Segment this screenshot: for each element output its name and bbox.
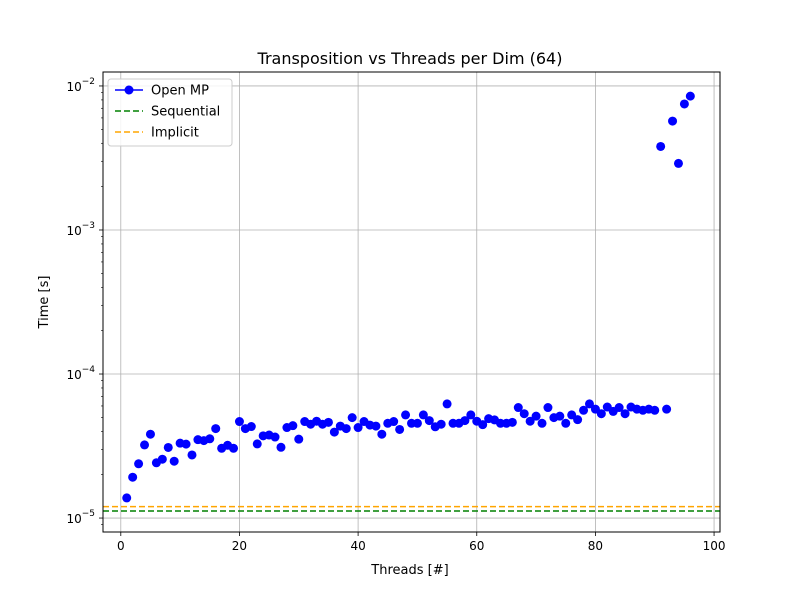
data-point: [579, 405, 589, 415]
y-tick-label-base: 10: [66, 224, 81, 238]
legend-items: Open MP Sequential Implicit: [115, 84, 220, 141]
x-axis-label: Threads [#]: [370, 563, 448, 578]
data-point: [412, 418, 422, 428]
data-point: [353, 423, 363, 433]
y-tick-label-exponent: −2: [82, 77, 95, 87]
data-point: [134, 459, 144, 469]
y-axis-ticks: 10−510−410−310−2: [66, 77, 103, 526]
data-point: [140, 440, 150, 450]
legend-label-open-mp: Open MP: [151, 84, 209, 99]
y-tick-label-exponent: −4: [82, 365, 96, 375]
data-point: [525, 416, 535, 426]
data-point: [234, 417, 244, 427]
data-point: [288, 421, 298, 431]
data-point: [543, 403, 553, 413]
data-point: [685, 91, 695, 101]
data-point: [211, 424, 221, 434]
data-point: [650, 405, 660, 415]
data-point: [252, 439, 262, 449]
y-tick-label-base: 10: [66, 80, 81, 94]
data-point: [294, 434, 304, 444]
data-point: [519, 409, 529, 419]
data-point: [205, 434, 215, 444]
data-point: [466, 410, 476, 420]
legend-label-implicit: Implicit: [151, 126, 199, 141]
plot-frame: [102, 71, 721, 533]
data-point: [460, 416, 470, 426]
x-tick-label: 100: [703, 539, 726, 553]
data-point: [442, 399, 452, 409]
x-tick-label: 80: [588, 539, 603, 553]
data-point: [620, 409, 630, 419]
grid-layer: [103, 72, 720, 532]
data-point: [163, 442, 173, 452]
y-tick-label: 10−4: [66, 365, 95, 382]
y-tick-label: 10−2: [66, 77, 95, 94]
data-points: [122, 91, 695, 503]
x-tick-label: 20: [232, 539, 247, 553]
data-point: [157, 454, 167, 464]
y-axis-label: Time [s]: [37, 276, 52, 330]
data-point: [614, 403, 624, 413]
y-tick-label: 10−5: [66, 509, 95, 526]
data-point: [418, 410, 428, 420]
data-point: [679, 99, 689, 109]
data-point: [662, 404, 672, 414]
data-point: [276, 442, 286, 452]
y-tick-label-base: 10: [66, 512, 81, 526]
legend-box: [107, 78, 233, 147]
data-point: [401, 410, 411, 420]
data-point: [341, 424, 351, 434]
data-point: [187, 450, 197, 460]
data-point: [555, 411, 565, 421]
data-point: [531, 411, 541, 421]
y-tick-label-exponent: −3: [82, 221, 95, 231]
x-tick-label: 40: [350, 539, 365, 553]
data-point: [478, 420, 488, 430]
x-axis-ticks: 0 20 40 60 80 100: [117, 532, 726, 553]
data-point: [329, 427, 339, 437]
data-point: [537, 418, 547, 428]
data-point: [389, 417, 399, 427]
x-tick-label: 60: [469, 539, 484, 553]
data-point: [507, 417, 517, 427]
legend: Open MP Sequential Implicit: [107, 78, 233, 147]
y-tick-label-exponent: −5: [82, 509, 95, 519]
y-tick-label: 10−3: [66, 221, 95, 238]
data-point: [596, 409, 606, 419]
data-point: [656, 141, 666, 151]
data-point: [436, 419, 446, 429]
data-point: [561, 418, 571, 428]
data-point: [246, 422, 256, 432]
x-tick-label: 0: [117, 539, 125, 553]
chart-title: Transposition vs Threads per Dim (64): [257, 49, 563, 68]
reference-lines: [103, 505, 720, 512]
legend-label-sequential: Sequential: [151, 105, 220, 120]
data-point: [181, 439, 191, 449]
data-point: [668, 116, 678, 126]
data-point: [395, 424, 405, 434]
data-point: [371, 421, 381, 431]
data-point: [229, 443, 239, 453]
data-point: [128, 472, 138, 482]
y-tick-label-base: 10: [66, 368, 81, 382]
data-point: [145, 429, 155, 439]
data-point: [270, 432, 280, 442]
data-point: [573, 415, 583, 425]
data-point: [377, 429, 387, 439]
data-point: [323, 417, 333, 427]
legend-marker-open-mp: [124, 85, 134, 95]
data-point: [673, 158, 683, 168]
data-point: [347, 413, 357, 423]
data-point: [122, 493, 132, 503]
data-point: [169, 456, 179, 466]
data-point: [424, 416, 434, 426]
data-point: [584, 399, 594, 409]
data-point: [513, 403, 523, 413]
